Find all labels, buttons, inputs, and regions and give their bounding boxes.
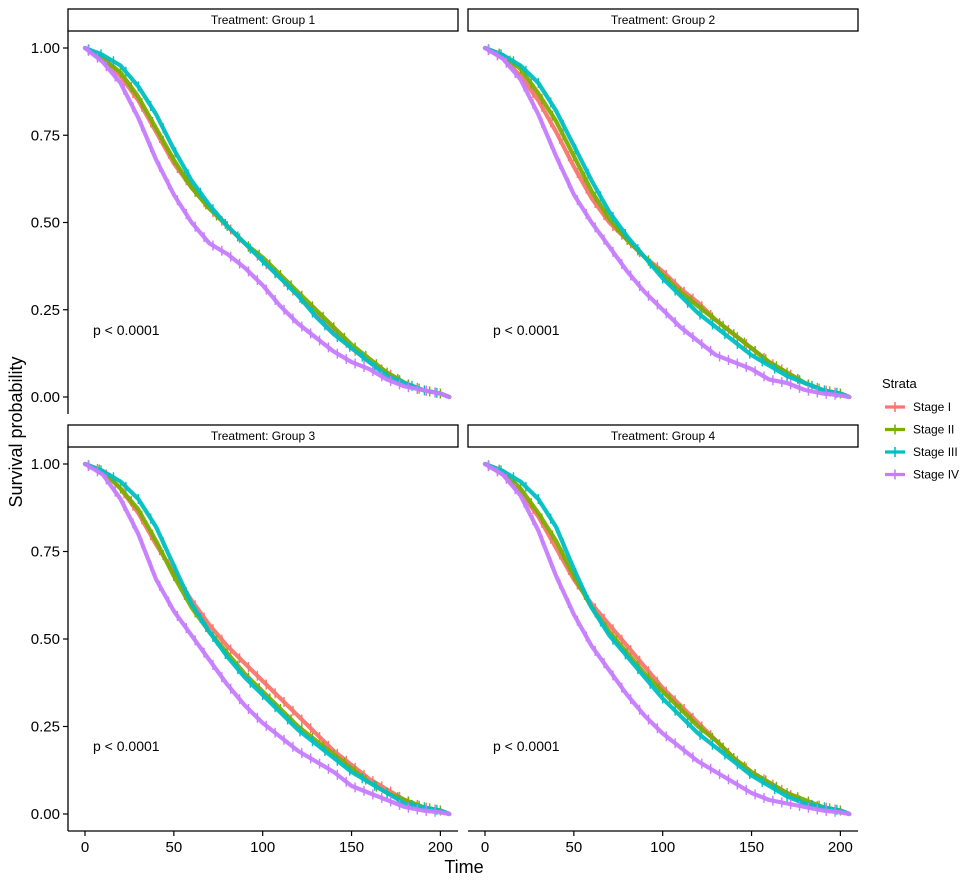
legend-item-stage-iv: Stage IV <box>885 468 959 482</box>
legend-label: Stage III <box>913 445 958 459</box>
series-stage-iii <box>482 460 852 817</box>
facet-strip <box>67 8 459 32</box>
p-value-label: p < 0.0001 <box>493 322 560 338</box>
y-tick-label: 1.00 <box>31 40 60 57</box>
y-tick-label: 0.25 <box>31 302 60 319</box>
x-tick-label: 150 <box>739 839 764 856</box>
legend: Strata Stage I Stage II Stage III Stage IV <box>882 376 959 482</box>
legend-label: Stage IV <box>913 468 959 482</box>
survival-curve <box>482 45 852 400</box>
legend-title: Strata <box>882 376 917 391</box>
facet-strip <box>467 8 859 32</box>
facet-strip-title: Treatment: Group 1 <box>211 13 316 27</box>
survival-curve <box>482 45 852 400</box>
x-tick-label: 150 <box>339 839 364 856</box>
series-stage-iv <box>482 461 852 817</box>
facet-strip-title: Treatment: Group 2 <box>611 13 716 27</box>
facet-panel: Treatment: Group 1 p < 0.0001 0.00 0.25 0.50… <box>31 8 459 414</box>
facet-strip <box>467 424 859 448</box>
series-stage-iv <box>82 461 452 817</box>
facet-strip <box>67 424 459 448</box>
x-tick-label: 200 <box>428 839 453 856</box>
y-tick-label: 0.50 <box>31 631 60 648</box>
survival-curve <box>82 461 452 817</box>
x-axis-title: Time <box>444 857 483 877</box>
x-tick-label: 0 <box>81 839 89 856</box>
y-tick-label: 0.75 <box>31 127 60 144</box>
y-tick-label: 0.00 <box>31 389 60 406</box>
survival-curve <box>82 461 452 817</box>
legend-item-stage-i: Stage I <box>885 400 951 414</box>
legend-label: Stage I <box>913 400 951 414</box>
facet-panel: Treatment: Group 3 p < 0.0001 0.00 0.25 0.50… <box>31 424 459 856</box>
p-value-label: p < 0.0001 <box>493 738 560 754</box>
facet-panels: Treatment: Group 1 p < 0.0001 0.00 0.25 0.50… <box>31 8 859 856</box>
series-stage-iv <box>82 45 452 400</box>
x-tick-label: 100 <box>650 839 675 856</box>
survival-curve <box>482 461 852 817</box>
survival-curve <box>82 45 452 400</box>
survival-curve <box>482 461 852 817</box>
series-stage-iii <box>82 460 452 817</box>
y-axis-title: Survival probability <box>6 356 26 507</box>
series-stage-iv <box>482 45 852 400</box>
y-tick-label: 1.00 <box>31 456 60 473</box>
legend-label: Stage II <box>913 423 954 437</box>
p-value-label: p < 0.0001 <box>93 322 160 338</box>
p-value-label: p < 0.0001 <box>93 738 160 754</box>
facet-strip-title: Treatment: Group 4 <box>611 429 716 443</box>
facet-panel: Treatment: Group 4 p < 0.0001 0 50 100 150 200 <box>467 424 859 856</box>
y-tick-label: 0.75 <box>31 544 60 561</box>
x-tick-label: 200 <box>828 839 853 856</box>
x-tick-label: 100 <box>250 839 275 856</box>
x-tick-label: 50 <box>566 839 583 856</box>
y-tick-label: 0.50 <box>31 215 60 232</box>
legend-item-stage-iii: Stage III <box>885 445 958 459</box>
x-tick-label: 50 <box>166 839 183 856</box>
survival-curve <box>82 45 452 400</box>
facet-panel: Treatment: Group 2 p < 0.0001 <box>467 8 859 400</box>
facet-strip-title: Treatment: Group 3 <box>211 429 316 443</box>
x-tick-label: 0 <box>481 839 489 856</box>
survival-curve <box>482 461 852 817</box>
y-tick-label: 0.00 <box>31 806 60 823</box>
legend-item-stage-ii: Stage II <box>885 423 954 437</box>
y-tick-label: 0.25 <box>31 719 60 736</box>
